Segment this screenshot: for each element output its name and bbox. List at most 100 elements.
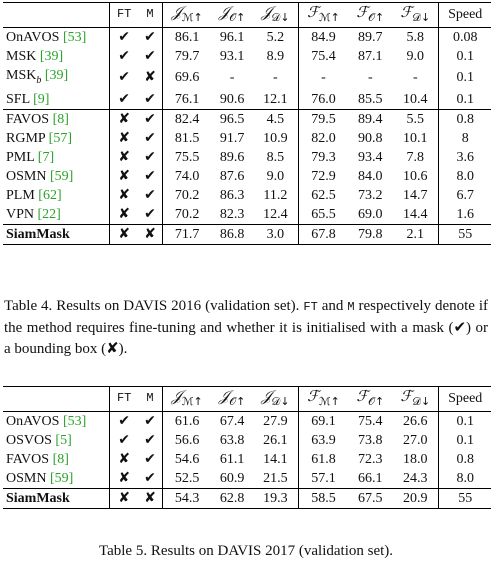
cell-fo: 69.0: [358, 206, 383, 222]
citation-link[interactable]: [59]: [49, 470, 74, 486]
cell-fd: 18.0: [392, 449, 440, 469]
mask-mark: ✔: [137, 185, 164, 205]
table-row: VPN [22] ✘ ✔ 70.2 82.3 12.4 65.5 69.0 14.4 1.6: [3, 204, 491, 225]
mask-mark: ✔: [137, 468, 164, 489]
table-row: MSKb [39] ✔ ✘ 69.6- - - - -0.1: [3, 65, 491, 90]
cell-jm: 69.6: [174, 70, 200, 86]
cell-fm: 79.5: [298, 108, 349, 129]
cell-jm: 81.5: [174, 130, 200, 146]
cell-jo: 89.6: [219, 149, 245, 165]
citation-link[interactable]: [39]: [44, 67, 69, 83]
citation-link[interactable]: [22]: [37, 206, 61, 222]
mask-mark: ✔: [137, 411, 164, 431]
header-j-decay: 𝒥𝒟↓: [253, 386, 299, 412]
method-name: PLM [62]: [3, 185, 111, 205]
cell-speed: 8.0: [456, 168, 474, 184]
finetune-mark: ✔: [118, 90, 131, 107]
table-row: OSVOS [5] ✔ ✔ 56.6 63.8 26.1 63.9 73.8 27.0 0.1: [3, 430, 491, 450]
cell-jm: 56.6: [174, 432, 200, 448]
cell-jo: 60.9: [219, 470, 245, 486]
cell-jm: 75.5: [174, 149, 200, 165]
method-name: MSK [39]: [3, 46, 111, 66]
cell-jd: 4.5: [253, 108, 299, 129]
citation-link[interactable]: [53]: [62, 413, 87, 429]
cell-fo: 66.1: [358, 470, 383, 486]
cell-jo: 63.8: [219, 432, 245, 448]
method-name: FAVOS [8]: [3, 108, 111, 129]
cell-fd: 10.4: [392, 89, 440, 110]
table-row: PML [7] ✘ ✔ 75.5 89.6 8.5 79.3 93.4 7.8 3.6: [3, 147, 491, 167]
citation-link[interactable]: [57]: [48, 130, 72, 146]
cell-speed: 0.1: [456, 48, 474, 64]
cell-fm: 61.8: [311, 451, 336, 467]
cell-jo: 61.1: [219, 451, 245, 467]
table-row: RGMP [57] ✘ ✔ 81.5 91.7 10.9 82.0 90.8 10.1 8: [3, 128, 491, 148]
cell-fm: 63.9: [311, 432, 336, 448]
cell-fo: 79.8: [348, 223, 393, 245]
mask-mark: ✔: [137, 449, 164, 469]
cell-fo: 84.0: [358, 168, 383, 184]
citation-link[interactable]: [59]: [49, 168, 74, 184]
citation-link[interactable]: [8]: [52, 451, 69, 467]
cell-jo: 62.8: [211, 487, 254, 509]
cell-jo: 96.5: [211, 108, 254, 129]
table-4: FT M 𝒥ℳ↑ 𝒥𝒪↑ 𝒥𝒟↓ ℱℳ↑ ℱ𝒪↑ ℱ𝒟↓ Speed OnAVO…: [3, 2, 491, 245]
header-m: M: [137, 2, 164, 28]
header-method: [3, 386, 111, 412]
mask-mark: ✔: [137, 430, 164, 450]
citation-link[interactable]: [5]: [55, 432, 72, 448]
mask-mark: ✔: [137, 89, 164, 110]
method-name: PML [7]: [3, 147, 111, 167]
citation-link[interactable]: [9]: [33, 91, 50, 107]
finetune-mark: ✘: [118, 450, 131, 467]
header-f-recall: ℱ𝒪↑: [348, 2, 393, 28]
cell-fm: 76.0: [311, 91, 336, 107]
cell-speed: 55: [438, 223, 491, 245]
mask-mark: ✔: [137, 147, 164, 167]
cell-jo: -: [229, 70, 235, 86]
citation-link[interactable]: [8]: [52, 111, 69, 127]
cell-fo: 89.4: [348, 108, 393, 129]
citation-link[interactable]: [53]: [62, 29, 87, 45]
citation-link[interactable]: [62]: [38, 187, 62, 203]
finetune-mark: ✘: [118, 186, 131, 203]
finetune-mark: ✔: [118, 431, 131, 448]
method-name: FAVOS [8]: [3, 449, 111, 469]
cell-fo: 67.5: [348, 487, 393, 509]
cell-speed: 0.08: [452, 29, 478, 45]
cell-fo: 90.8: [358, 130, 383, 146]
mask-mark: ✔: [137, 166, 164, 186]
cell-fm: 65.5: [311, 206, 336, 222]
cell-fm: 57.1: [311, 470, 336, 486]
cell-speed: 1.6: [456, 206, 474, 222]
finetune-mark: ✘: [118, 167, 131, 184]
table-row: SiamMask ✘ ✘ 54.3 62.8 19.3 58.5 67.5 20.9 55: [3, 487, 491, 509]
table-5: FT M 𝒥ℳ↑ 𝒥𝒪↑ 𝒥𝒟↓ ℱℳ↑ ℱ𝒪↑ ℱ𝒟↓ Speed OnAVO…: [3, 386, 491, 509]
method-name: RGMP [57]: [3, 128, 111, 148]
cell-fo: 87.1: [358, 48, 383, 64]
cell-fd: 10.1: [392, 128, 440, 148]
cell-jm: 54.6: [174, 451, 200, 467]
cell-fm: 67.8: [298, 223, 349, 245]
cell-speed: 8: [461, 130, 469, 146]
cell-fd: 5.5: [392, 108, 440, 129]
cell-fo: -: [367, 70, 373, 86]
cell-fd: 5.8: [392, 27, 440, 47]
method-name: OSVOS [5]: [3, 430, 111, 450]
citation-link[interactable]: [7]: [37, 149, 55, 165]
cell-speed: 0.1: [456, 432, 474, 448]
header-m: M: [137, 386, 164, 412]
cell-fd: 24.3: [392, 468, 440, 489]
citation-link[interactable]: [39]: [39, 48, 64, 64]
header-j-decay: 𝒥𝒟↓: [253, 2, 299, 28]
header-j-recall: 𝒥𝒪↑: [211, 2, 254, 28]
header-ft: FT: [109, 2, 138, 28]
cell-jo: 91.7: [219, 130, 245, 146]
cell-jm: 61.6: [174, 413, 200, 429]
finetune-mark: ✘: [118, 205, 131, 222]
cell-jm: 71.7: [162, 223, 212, 245]
cell-jo: 90.6: [219, 91, 245, 107]
cell-jm: 74.0: [174, 168, 200, 184]
cell-jm: 54.3: [162, 487, 212, 509]
header-speed: Speed: [438, 386, 491, 412]
